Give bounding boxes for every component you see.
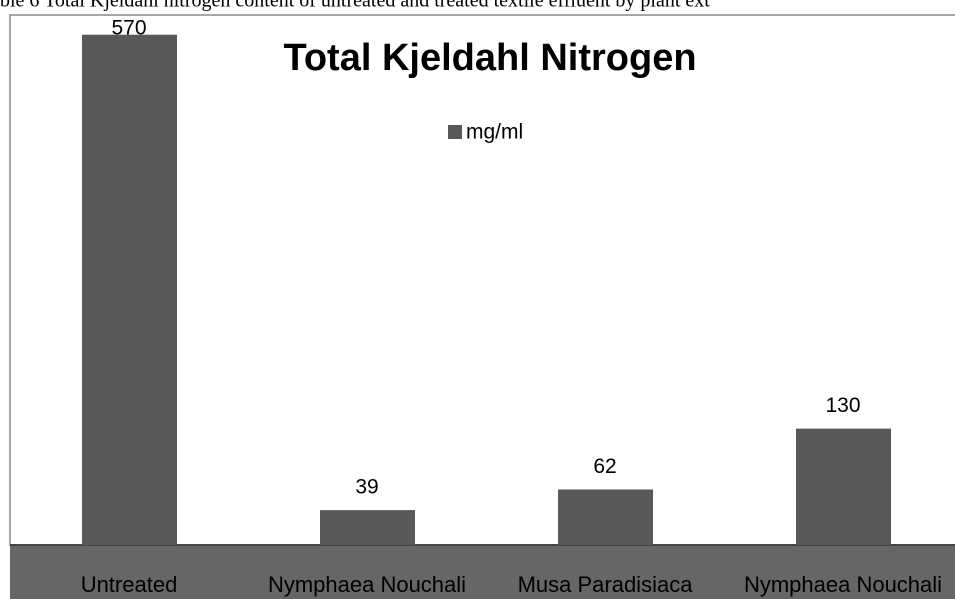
- bar: [82, 34, 177, 545]
- bar: [796, 428, 891, 545]
- x-tick-label: Untreated: [81, 572, 178, 597]
- chart-title: Total Kjeldahl Nitrogen: [283, 37, 696, 79]
- bar: [558, 489, 653, 545]
- data-label: 62: [593, 455, 616, 478]
- data-label: 570: [111, 17, 146, 40]
- x-tick-label: Nymphaea Nouchali: [268, 572, 466, 597]
- legend-label: mg/ml: [466, 121, 523, 144]
- legend: mg/ml: [448, 121, 523, 144]
- data-label: 130: [825, 394, 860, 417]
- data-label: 39: [355, 476, 378, 499]
- floor: [10, 545, 955, 599]
- caption: ble 6 Total Kjeldahl nitrogen content of…: [0, 0, 710, 12]
- x-tick-label: Nymphaea Nouchali: [744, 572, 942, 597]
- x-tick-label: Musa Paradisiaca: [518, 572, 694, 597]
- legend-swatch: [448, 125, 462, 139]
- bar: [320, 510, 415, 545]
